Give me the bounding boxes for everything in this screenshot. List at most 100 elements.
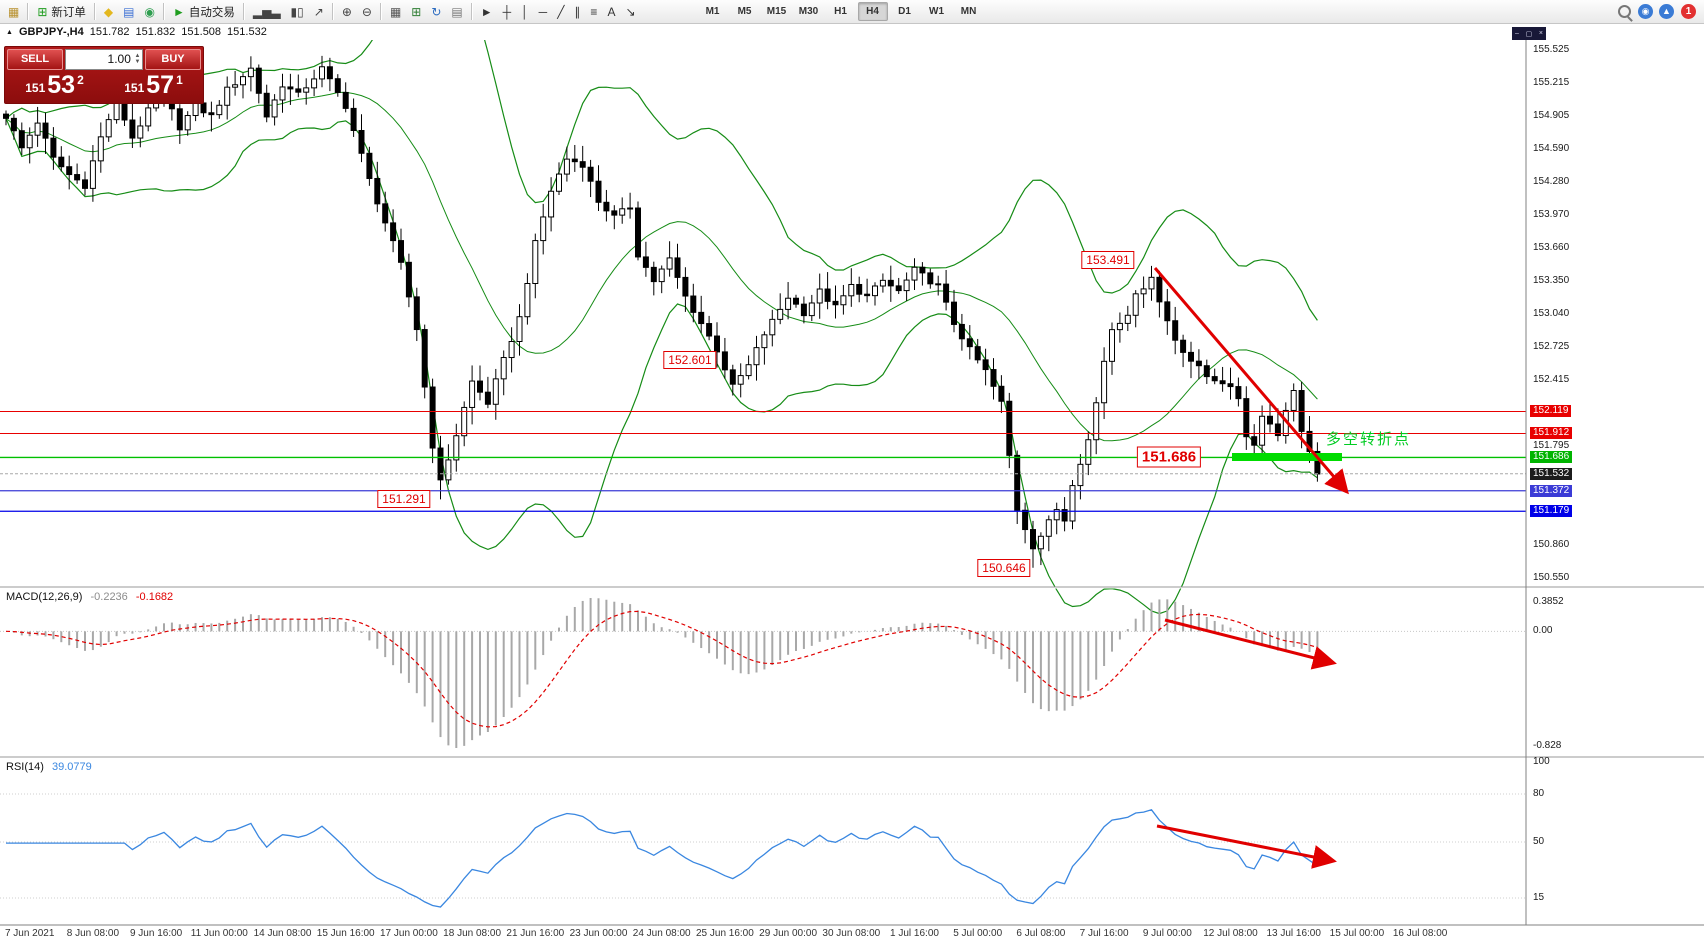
new-order-button: ⊞ xyxy=(37,4,48,19)
zoom-out-icon[interactable]: ⊖ xyxy=(357,1,377,23)
restore-icon[interactable]: ▢ xyxy=(1525,30,1533,38)
rsi-scale-label: 80 xyxy=(1533,788,1545,799)
price-scale-label: 151.686 xyxy=(1530,451,1573,464)
sell-price-pip: 2 xyxy=(77,73,84,87)
favorites-icon: ◆ xyxy=(103,4,114,19)
price-scale-label: 153.970 xyxy=(1533,209,1570,221)
horizontal-line-icon[interactable]: ─ xyxy=(534,1,553,23)
volume-up-icon[interactable]: ▲ xyxy=(134,53,141,59)
price-scale-label: 153.350 xyxy=(1533,274,1570,286)
timeframe-bar: M1 M5 M15 M30 H1 H4 D1 W1 MN xyxy=(697,2,985,21)
time-axis: 7 Jun 2021 8 Jun 08:00 9 Jun 16:00 11 Jun 0… xyxy=(0,928,1526,944)
symbol-period-label: GBPJPY-,H4 xyxy=(18,26,84,38)
cursor-icon[interactable]: ► xyxy=(476,1,498,23)
price-annotation: 151.291 xyxy=(377,490,431,508)
new-chart-icon[interactable]: ⊞ xyxy=(406,1,426,23)
charts-window-icon[interactable]: ▦ xyxy=(3,1,24,23)
time-axis-label: 15 Jun 16:00 xyxy=(316,928,375,939)
bar-chart-icon: ▂▅▃ xyxy=(252,4,281,19)
text-icon[interactable]: A xyxy=(602,1,620,23)
timeframe-d1[interactable]: D1 xyxy=(898,6,911,17)
templates-icon[interactable]: ▤ xyxy=(446,1,467,23)
autotrade-button[interactable]: ► 自动交易 xyxy=(168,1,240,23)
volume-input[interactable] xyxy=(66,51,133,67)
collapse-icon[interactable]: ▲ xyxy=(6,28,13,36)
market-watch-icon[interactable]: ▤ xyxy=(118,1,139,23)
refresh-icon: ↻ xyxy=(431,4,442,19)
buy-price-big: 57 xyxy=(146,70,175,99)
time-axis-label: 12 Jul 08:00 xyxy=(1203,928,1258,939)
trendline-icon[interactable]: ╱ xyxy=(552,1,569,23)
chart-ohlc-header: ▲ GBPJPY-,H4 151.782 151.832 151.508 151… xyxy=(0,24,1704,40)
zoom-out-icon: ⊖ xyxy=(361,4,372,19)
horizontal-line-icon: ─ xyxy=(538,4,548,19)
crosshair-icon[interactable]: ┼ xyxy=(498,1,517,23)
text-icon: A xyxy=(607,4,616,19)
time-axis-label: 29 Jun 00:00 xyxy=(759,928,818,939)
zoom-in-icon[interactable]: ⊕ xyxy=(337,1,357,23)
fibonacci-icon: ≡ xyxy=(590,4,598,19)
time-axis-label: 7 Jun 2021 xyxy=(4,928,55,939)
buy-price[interactable]: 151 57 1 xyxy=(104,69,203,101)
arrows-tool-icon: ↘ xyxy=(625,4,636,19)
channel-icon: ∥ xyxy=(574,4,581,19)
line-chart-icon[interactable]: ↗ xyxy=(309,1,329,23)
timeframe-h4[interactable]: H4 xyxy=(857,2,888,21)
buy-button[interactable]: BUY xyxy=(145,48,201,70)
channel-icon[interactable]: ∥ xyxy=(569,1,585,23)
tile-windows-icon: ▦ xyxy=(389,4,402,19)
timeframe-h1[interactable]: H1 xyxy=(834,6,847,17)
new-order-button[interactable]: ⊞ 新订单 xyxy=(32,1,91,23)
volume-field: ▲ ▼ xyxy=(65,48,143,70)
price-annotation: 153.491 xyxy=(1081,251,1135,269)
time-axis-label: 24 Jun 08:00 xyxy=(632,928,691,939)
time-axis-label: 30 Jun 08:00 xyxy=(822,928,881,939)
search-icon[interactable] xyxy=(1618,5,1631,18)
arrows-tool-icon[interactable]: ↘ xyxy=(620,1,640,23)
timeframe-m5[interactable]: M5 xyxy=(737,6,752,17)
market-watch-icon: ▤ xyxy=(123,4,135,19)
toolbar-right: ◉ ▲ 1 xyxy=(1618,4,1704,19)
timeframe-m1[interactable]: M1 xyxy=(705,6,720,17)
vertical-line-icon: │ xyxy=(521,4,529,19)
candlestick-icon[interactable]: ▮▯ xyxy=(286,1,309,23)
price-scale: 155.525 155.215 154.905 154.590 154.280 153.9… xyxy=(1528,0,1704,944)
open-value: 151.782 xyxy=(89,26,130,38)
community-icon[interactable]: ◉ xyxy=(1638,4,1653,19)
time-axis-label: 23 Jun 00:00 xyxy=(569,928,628,939)
time-axis-label: 17 Jun 00:00 xyxy=(379,928,438,939)
timeframe-mn[interactable]: MN xyxy=(960,6,977,17)
sell-button[interactable]: SELL xyxy=(7,48,63,70)
timeframe-m15[interactable]: M15 xyxy=(766,6,787,17)
vertical-line-icon[interactable]: │ xyxy=(516,1,534,23)
macd-name: MACD(12,26,9) xyxy=(6,591,83,603)
cursor-icon: ► xyxy=(480,4,493,19)
time-axis-label: 16 Jul 08:00 xyxy=(1392,928,1448,939)
favorites-icon[interactable]: ◆ xyxy=(99,1,118,23)
fibonacci-icon[interactable]: ≡ xyxy=(585,1,602,23)
tile-windows-icon[interactable]: ▦ xyxy=(385,1,406,23)
rsi-scale-label: 15 xyxy=(1533,892,1545,903)
timeframe-w1[interactable]: W1 xyxy=(929,6,945,17)
sell-price-big: 53 xyxy=(47,70,76,99)
time-axis-label: 8 Jun 08:00 xyxy=(66,928,120,939)
navigator-icon[interactable]: ◉ xyxy=(139,1,159,23)
rsi-value: 39.0779 xyxy=(51,761,92,773)
close-icon[interactable]: × xyxy=(1538,30,1543,37)
notification-badge[interactable]: 1 xyxy=(1681,4,1696,19)
trendline-icon: ╱ xyxy=(557,4,565,19)
rsi-header: RSI(14) 39.0779 xyxy=(6,761,92,773)
price-scale-label: 152.725 xyxy=(1533,341,1570,353)
minimize-icon[interactable]: – xyxy=(1515,30,1519,37)
price-scale-label: 154.280 xyxy=(1533,176,1570,188)
volume-down-icon[interactable]: ▼ xyxy=(134,59,141,65)
bar-chart-icon[interactable]: ▂▅▃ xyxy=(248,1,286,23)
sell-price[interactable]: 151 53 2 xyxy=(5,69,104,101)
price-scale-label: 150.860 xyxy=(1533,539,1570,551)
timeframe-m30[interactable]: M30 xyxy=(798,6,819,17)
updates-icon[interactable]: ▲ xyxy=(1659,4,1674,19)
price-scale-label: 151.372 xyxy=(1530,484,1573,497)
refresh-icon[interactable]: ↻ xyxy=(426,1,446,23)
price-scale-label: 151.532 xyxy=(1530,467,1573,480)
